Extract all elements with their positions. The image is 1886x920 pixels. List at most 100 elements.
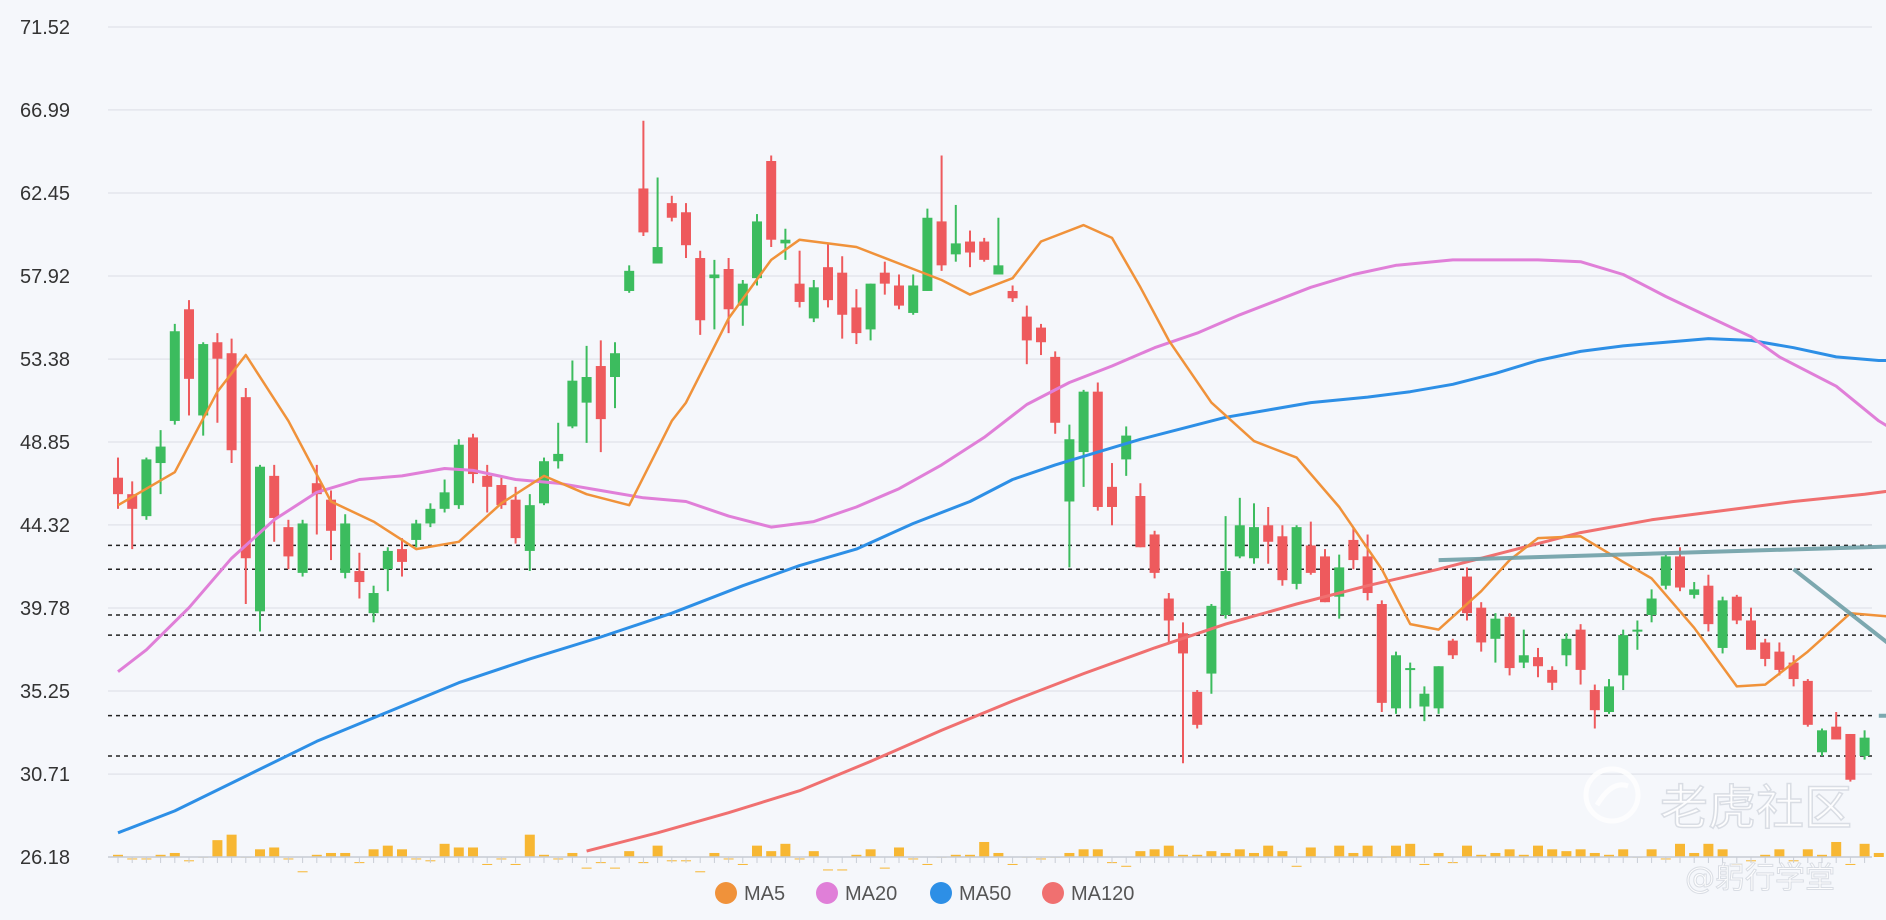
ma50-line — [117, 337, 1886, 835]
candlestick — [610, 342, 620, 409]
candlestick — [723, 258, 734, 334]
candle-body — [453, 444, 464, 506]
candlestick — [1760, 638, 1771, 667]
candle-body — [1817, 730, 1827, 753]
candlestick — [1433, 666, 1444, 714]
volume-bar — [453, 847, 464, 857]
candle-body — [1746, 620, 1756, 650]
candle-body — [1320, 556, 1330, 603]
candlestick — [1078, 389, 1089, 487]
volume-bar — [1419, 863, 1430, 865]
y-tick-label: 48.85 — [20, 432, 70, 454]
y-axis-labels: 71.52 66.99 62.45 57.92 53.38 48.85 44.32 39.78… — [20, 17, 70, 869]
legend-dot-icon — [816, 882, 838, 904]
candle-body — [1831, 726, 1842, 740]
candlestick — [709, 259, 720, 330]
volume-bar — [1277, 851, 1288, 857]
candlestick — [595, 340, 606, 453]
candlestick — [1817, 728, 1827, 756]
candlestick — [411, 519, 422, 548]
candlestick — [226, 338, 237, 464]
candlestick — [666, 195, 677, 222]
candle-body — [127, 494, 138, 509]
candlestick — [1689, 582, 1700, 599]
volume-bar — [1163, 845, 1174, 857]
candle-body — [1760, 642, 1771, 659]
candle-body — [1660, 556, 1671, 586]
volume-bars — [113, 834, 1884, 873]
candle-body — [1419, 693, 1430, 707]
candle-body — [950, 243, 961, 255]
volume-bar — [1462, 845, 1472, 857]
candlestick — [1263, 506, 1274, 564]
candlestick — [752, 214, 762, 286]
candle-body — [1391, 655, 1401, 709]
candlestick — [780, 228, 791, 260]
volume-bar — [1476, 854, 1487, 857]
y-tick-label: 35.25 — [20, 681, 70, 703]
candlestick — [1135, 483, 1146, 548]
candlestick — [1220, 516, 1231, 619]
candle-body — [1717, 600, 1728, 648]
volume-bar — [1760, 854, 1771, 857]
candlestick — [737, 279, 748, 326]
volume-bar — [1007, 863, 1018, 865]
volume-bar — [979, 841, 990, 857]
candle-body — [1504, 616, 1515, 669]
volume-bar — [1604, 854, 1614, 857]
volume-bar — [1263, 845, 1274, 857]
volume-bar — [340, 852, 351, 857]
candle-body — [1618, 635, 1629, 676]
ma20-line — [117, 258, 1886, 673]
volume-bar — [1675, 843, 1685, 857]
volume-bar — [567, 852, 578, 857]
candle-body — [1433, 666, 1444, 709]
legend-dot-icon — [715, 882, 737, 904]
candle-body — [1107, 486, 1117, 507]
candle-body — [1135, 496, 1146, 548]
volume-bar — [922, 863, 933, 865]
moving-average-lines — [117, 223, 1886, 853]
volume-bar — [1305, 847, 1316, 857]
candle-body — [1206, 605, 1217, 674]
candlestick — [127, 481, 138, 550]
volume-bar — [1178, 854, 1188, 857]
candlestick — [681, 203, 691, 259]
volume-bar — [837, 869, 848, 871]
legend-label: MA20 — [845, 883, 897, 905]
candlestick — [808, 279, 819, 323]
candlestick — [425, 503, 436, 528]
y-tick-label: 66.99 — [20, 100, 70, 122]
candle-body — [1859, 737, 1870, 756]
candlestick — [794, 250, 805, 308]
trendline — [1438, 544, 1886, 563]
candle-body — [311, 483, 322, 495]
x-axis — [108, 856, 1872, 863]
volume-bar — [212, 840, 223, 857]
candlestick — [837, 256, 848, 339]
volume-bar — [1518, 854, 1529, 857]
candle-body — [297, 523, 308, 573]
candle-body — [1490, 618, 1501, 639]
candle-body — [979, 241, 990, 260]
candle-body — [1689, 589, 1700, 595]
candle-body — [1007, 290, 1018, 299]
candle-body — [766, 161, 777, 240]
candle-body — [1703, 585, 1714, 625]
candle-body — [482, 475, 493, 487]
candlestick — [155, 430, 166, 495]
candle-body — [524, 505, 535, 551]
candle-body — [340, 523, 351, 573]
candle-body — [226, 353, 237, 451]
candlestick — [1859, 730, 1870, 760]
candlestick — [1419, 686, 1430, 722]
candle-body — [1362, 556, 1373, 594]
volume-bar — [1575, 849, 1586, 857]
candle-body — [184, 309, 194, 379]
volume-bar — [1703, 843, 1714, 857]
candlestick — [1192, 690, 1203, 729]
candlestick — [652, 177, 663, 264]
volume-bar — [482, 863, 493, 865]
watermark: 老虎社区 @躬行学堂 — [1583, 766, 1853, 897]
watermark-brand: 老虎社区 — [1660, 780, 1852, 836]
